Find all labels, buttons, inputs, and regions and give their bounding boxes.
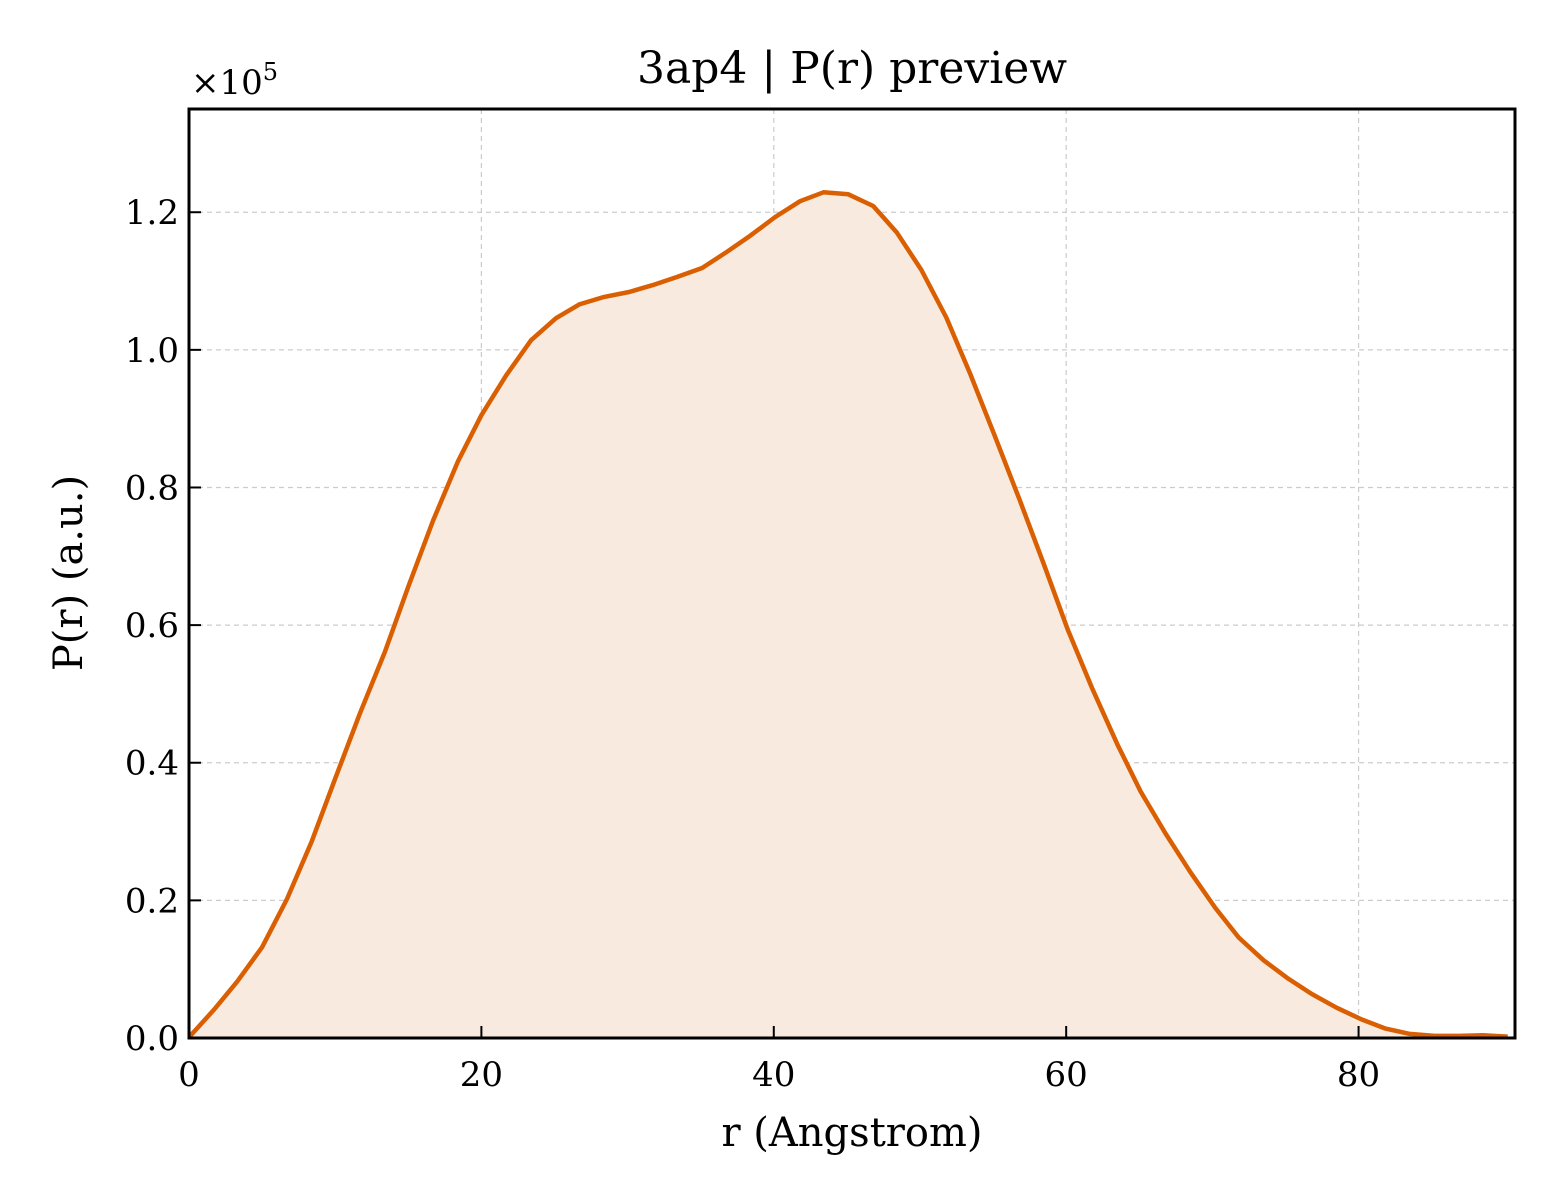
y-tick-label: 0.0 [125,1019,179,1059]
chart-title: 3ap4 | P(r) preview [637,43,1067,94]
y-tick-label: 1.0 [125,331,179,371]
y-axis-label: P(r) (a.u.) [46,475,92,671]
x-tick-label: 20 [460,1055,503,1095]
area-fill [189,192,1508,1039]
x-tick-label: 60 [1045,1055,1088,1095]
y-tick-label: 0.2 [125,881,179,921]
ticks: 0 20 40 60 80 0.0 0.2 0.4 0.6 0.8 1.0 1.2 [125,193,1380,1095]
x-tick-label: 40 [752,1055,795,1095]
y-tick-label: 0.8 [125,468,179,508]
y-offset-base: ×10 [191,63,263,103]
y-tick-label: 1.2 [125,193,179,233]
x-tick-label: 0 [178,1055,200,1095]
plot-frame [187,107,1517,1040]
x-tick-label: 80 [1337,1055,1380,1095]
x-axis-label: r (Angstrom) [721,1110,982,1156]
y-offset-exponent: 5 [263,58,278,86]
series-line [187,190,1508,1039]
y-offset-text: ×105 [191,58,278,103]
y-tick-label: 0.6 [125,606,179,646]
y-tick-label: 0.4 [125,744,179,784]
